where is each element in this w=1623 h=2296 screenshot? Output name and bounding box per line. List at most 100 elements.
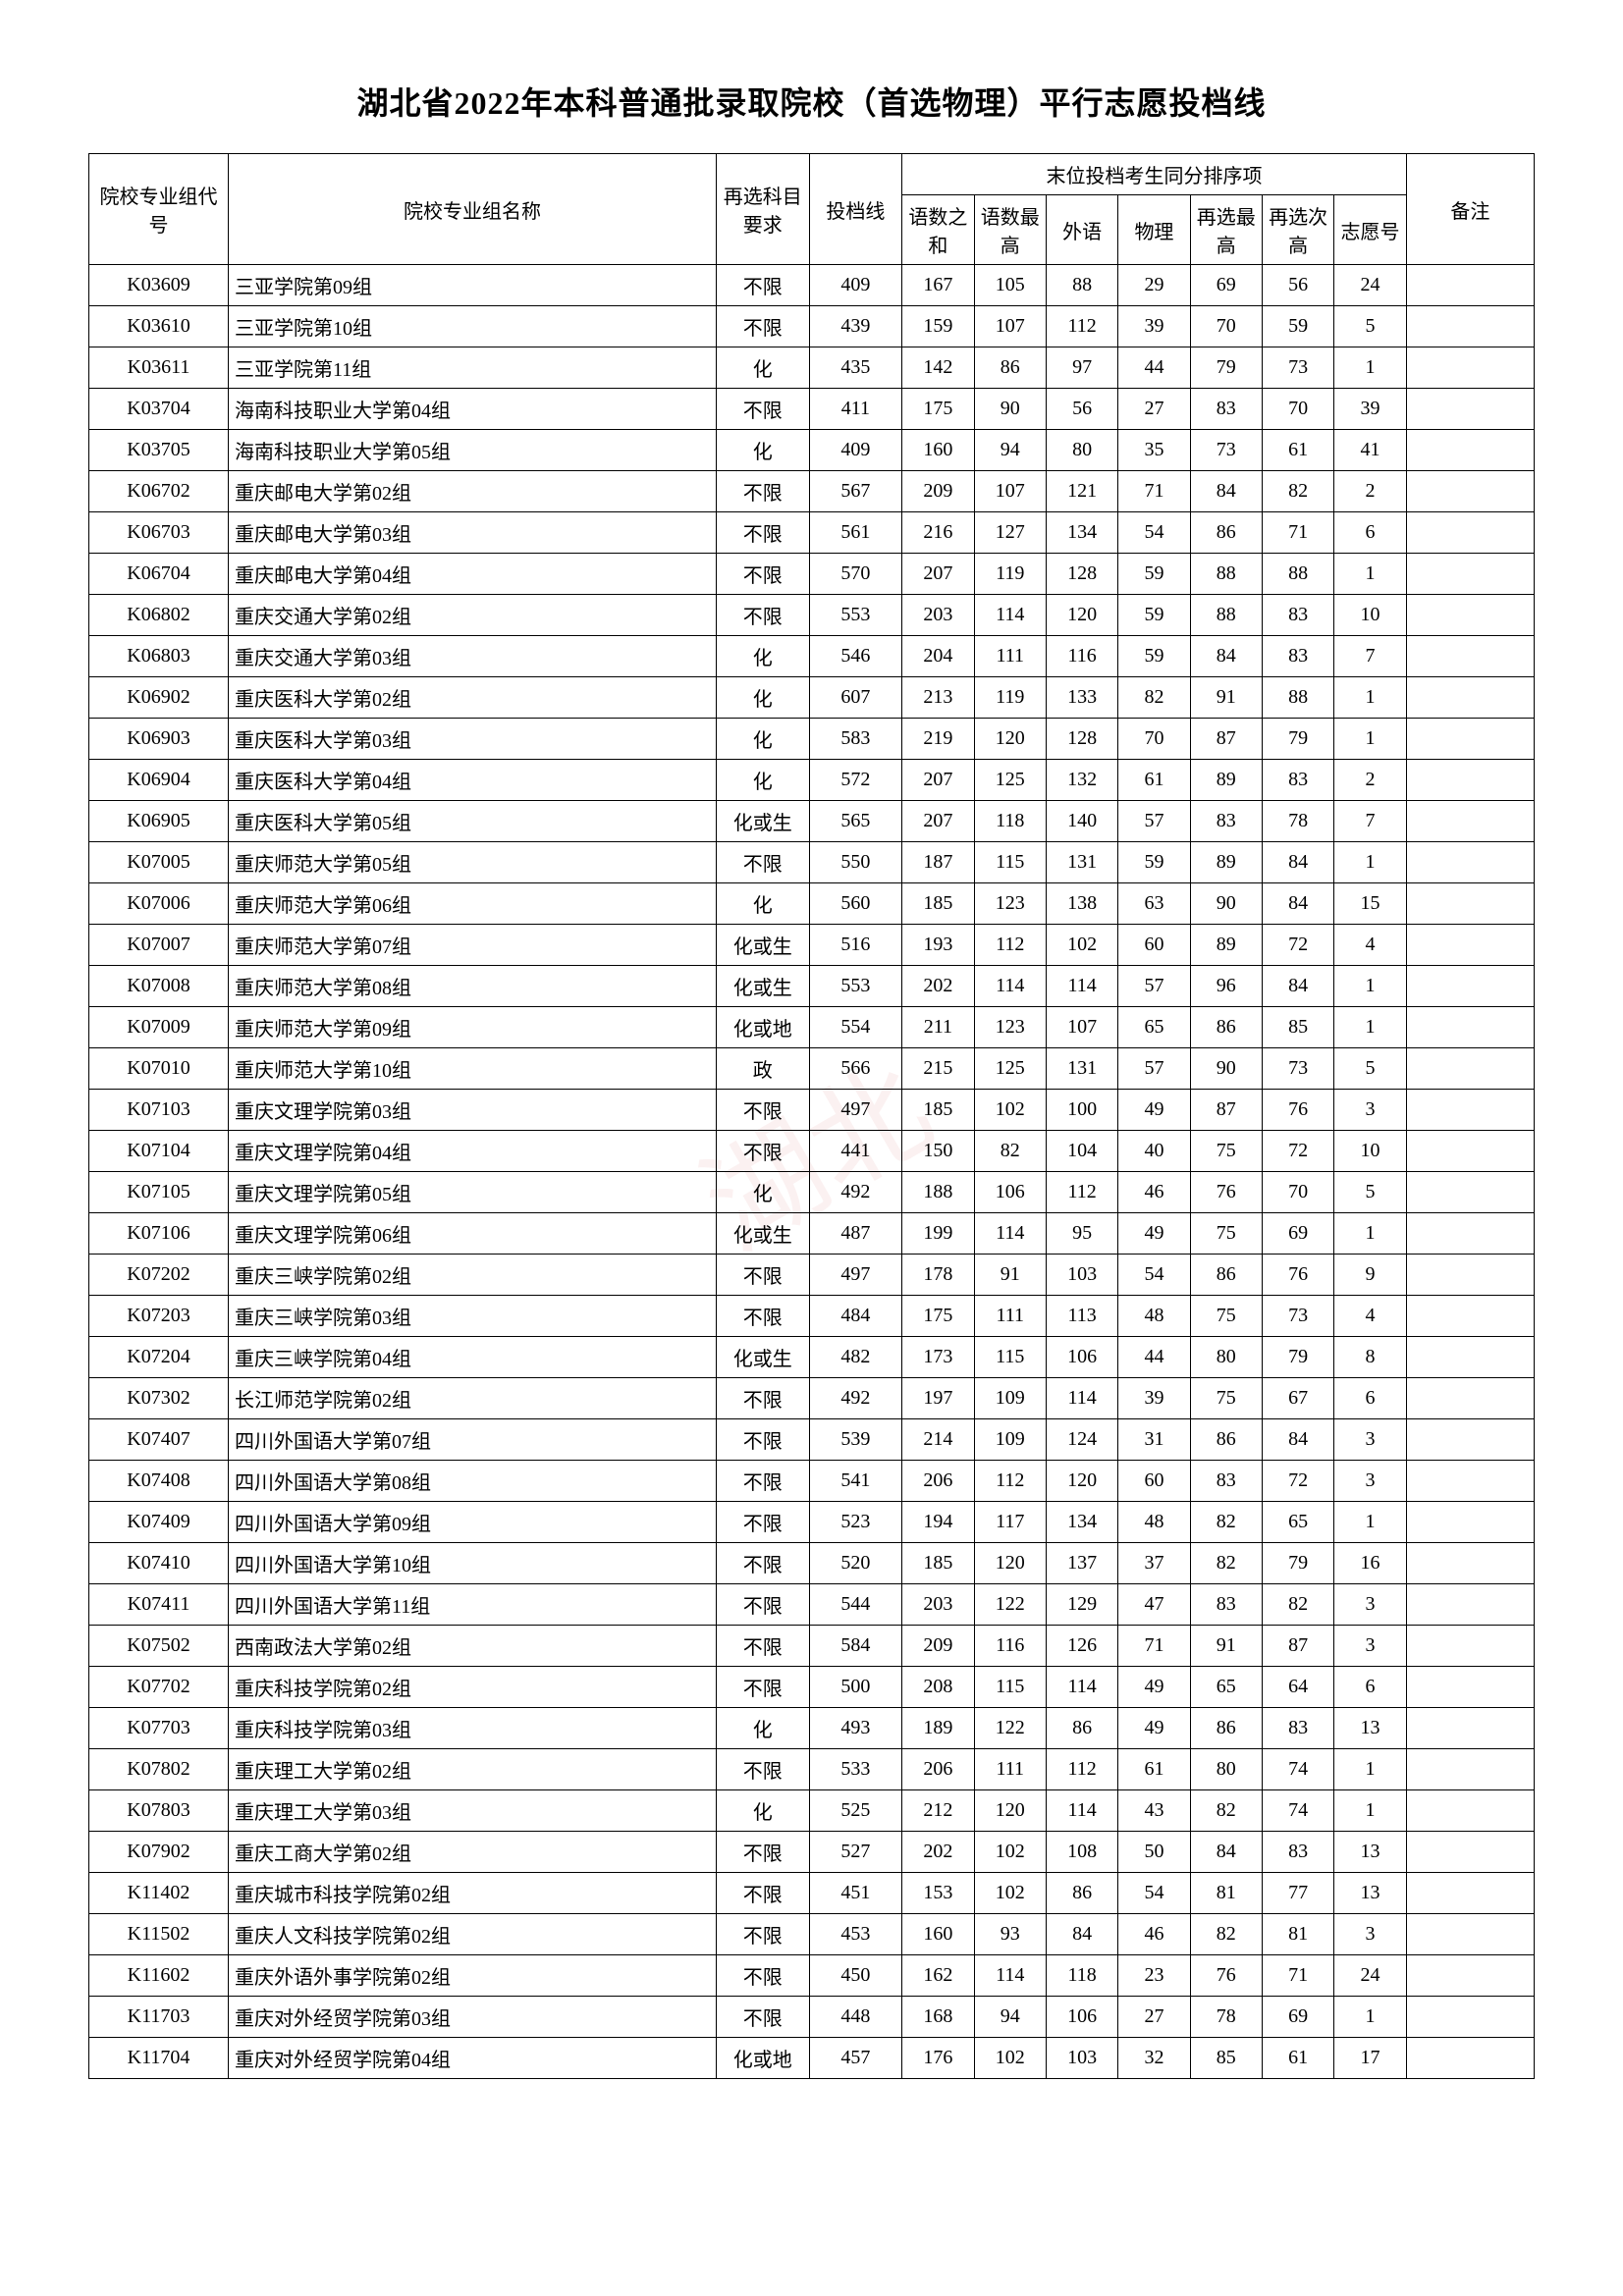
cell-c7: 6 xyxy=(1334,1378,1406,1419)
cell-note xyxy=(1406,1584,1534,1626)
table-row: K07302长江师范学院第02组不限4921971091143975676 xyxy=(89,1378,1535,1419)
cell-note xyxy=(1406,1213,1534,1255)
cell-c5: 85 xyxy=(1190,2038,1262,2079)
cell-c6: 84 xyxy=(1262,966,1333,1007)
cell-req: 不限 xyxy=(716,1873,809,1914)
cell-c2: 86 xyxy=(974,347,1046,389)
cell-name: 四川外国语大学第11组 xyxy=(228,1584,716,1626)
table-row: K06903重庆医科大学第03组化5832191201287087791 xyxy=(89,719,1535,760)
cell-c6: 70 xyxy=(1262,389,1333,430)
cell-c4: 40 xyxy=(1118,1131,1190,1172)
cell-c2: 90 xyxy=(974,389,1046,430)
cell-note xyxy=(1406,1048,1534,1090)
cell-req: 不限 xyxy=(716,595,809,636)
cell-note xyxy=(1406,1007,1534,1048)
cell-c6: 77 xyxy=(1262,1873,1333,1914)
cell-c6: 72 xyxy=(1262,1461,1333,1502)
cell-score: 570 xyxy=(809,554,902,595)
cell-note xyxy=(1406,1667,1534,1708)
cell-name: 重庆三峡学院第04组 xyxy=(228,1337,716,1378)
cell-c4: 47 xyxy=(1118,1584,1190,1626)
cell-c1: 175 xyxy=(902,1296,974,1337)
cell-name: 重庆文理学院第04组 xyxy=(228,1131,716,1172)
cell-c1: 193 xyxy=(902,925,974,966)
cell-c3: 138 xyxy=(1046,883,1117,925)
cell-code: K11402 xyxy=(89,1873,229,1914)
cell-c1: 199 xyxy=(902,1213,974,1255)
cell-req: 不限 xyxy=(716,512,809,554)
cell-c6: 88 xyxy=(1262,554,1333,595)
cell-c2: 111 xyxy=(974,1749,1046,1790)
cell-c5: 87 xyxy=(1190,1090,1262,1131)
cell-score: 448 xyxy=(809,1997,902,2038)
cell-score: 411 xyxy=(809,389,902,430)
table-row: K07502西南政法大学第02组不限5842091161267191873 xyxy=(89,1626,1535,1667)
table-row: K11502重庆人文科技学院第02组不限45316093844682813 xyxy=(89,1914,1535,1955)
cell-note xyxy=(1406,842,1534,883)
cell-note xyxy=(1406,801,1534,842)
cell-c6: 81 xyxy=(1262,1914,1333,1955)
cell-c2: 125 xyxy=(974,760,1046,801)
cell-c3: 140 xyxy=(1046,801,1117,842)
cell-note xyxy=(1406,1997,1534,2038)
cell-name: 重庆邮电大学第02组 xyxy=(228,471,716,512)
table-row: K06702重庆邮电大学第02组不限5672091071217184822 xyxy=(89,471,1535,512)
table-row: K07009重庆师范大学第09组化或地5542111231076586851 xyxy=(89,1007,1535,1048)
cell-score: 497 xyxy=(809,1255,902,1296)
cell-name: 三亚学院第10组 xyxy=(228,306,716,347)
cell-note xyxy=(1406,1419,1534,1461)
cell-name: 长江师范学院第02组 xyxy=(228,1378,716,1419)
cell-c5: 75 xyxy=(1190,1213,1262,1255)
cell-req: 化或地 xyxy=(716,1007,809,1048)
cell-name: 重庆城市科技学院第02组 xyxy=(228,1873,716,1914)
cell-code: K07202 xyxy=(89,1255,229,1296)
cell-name: 重庆文理学院第05组 xyxy=(228,1172,716,1213)
cell-c7: 1 xyxy=(1334,842,1406,883)
cell-c6: 79 xyxy=(1262,719,1333,760)
cell-c6: 71 xyxy=(1262,512,1333,554)
cell-score: 572 xyxy=(809,760,902,801)
cell-req: 不限 xyxy=(716,389,809,430)
header-zyh: 志愿号 xyxy=(1334,195,1406,265)
cell-name: 四川外国语大学第08组 xyxy=(228,1461,716,1502)
cell-code: K07703 xyxy=(89,1708,229,1749)
cell-c1: 204 xyxy=(902,636,974,677)
cell-req: 化或生 xyxy=(716,1337,809,1378)
cell-name: 三亚学院第11组 xyxy=(228,347,716,389)
cell-c4: 59 xyxy=(1118,554,1190,595)
cell-req: 化 xyxy=(716,636,809,677)
cell-name: 重庆科技学院第02组 xyxy=(228,1667,716,1708)
cell-req: 不限 xyxy=(716,1955,809,1997)
cell-c1: 202 xyxy=(902,966,974,1007)
cell-note xyxy=(1406,883,1534,925)
cell-score: 525 xyxy=(809,1790,902,1832)
cell-c7: 10 xyxy=(1334,595,1406,636)
cell-score: 546 xyxy=(809,636,902,677)
cell-name: 重庆师范大学第05组 xyxy=(228,842,716,883)
cell-req: 政 xyxy=(716,1048,809,1090)
cell-c5: 84 xyxy=(1190,471,1262,512)
cell-c7: 3 xyxy=(1334,1914,1406,1955)
cell-note xyxy=(1406,677,1534,719)
cell-c4: 54 xyxy=(1118,1873,1190,1914)
cell-c5: 65 xyxy=(1190,1667,1262,1708)
cell-c1: 168 xyxy=(902,1997,974,2038)
cell-c3: 116 xyxy=(1046,636,1117,677)
cell-c4: 48 xyxy=(1118,1502,1190,1543)
cell-c6: 82 xyxy=(1262,1584,1333,1626)
cell-note xyxy=(1406,1955,1534,1997)
cell-c6: 76 xyxy=(1262,1255,1333,1296)
cell-c3: 56 xyxy=(1046,389,1117,430)
cell-c1: 209 xyxy=(902,471,974,512)
cell-req: 化 xyxy=(716,430,809,471)
cell-note xyxy=(1406,512,1534,554)
cell-name: 重庆师范大学第10组 xyxy=(228,1048,716,1090)
cell-req: 不限 xyxy=(716,1832,809,1873)
cell-c2: 102 xyxy=(974,1832,1046,1873)
cell-code: K06903 xyxy=(89,719,229,760)
cell-c5: 83 xyxy=(1190,1461,1262,1502)
cell-c4: 57 xyxy=(1118,966,1190,1007)
cell-code: K07104 xyxy=(89,1131,229,1172)
cell-c3: 132 xyxy=(1046,760,1117,801)
cell-c4: 60 xyxy=(1118,1461,1190,1502)
